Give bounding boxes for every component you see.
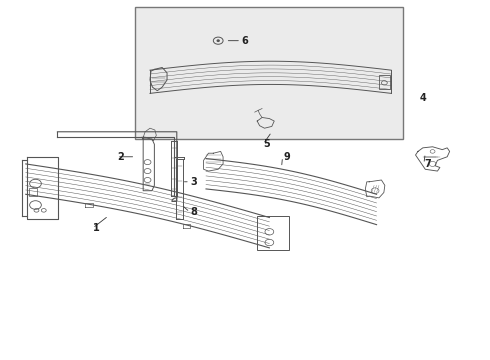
Bar	[29, 188, 37, 196]
Text: 1: 1	[93, 223, 100, 233]
Text: 7: 7	[424, 159, 431, 169]
Text: 5: 5	[264, 139, 270, 149]
Text: 6: 6	[242, 36, 248, 46]
Text: 4: 4	[419, 93, 426, 103]
Text: 9: 9	[283, 152, 290, 162]
Text: 2: 2	[118, 152, 124, 162]
Bar	[257, 216, 289, 249]
Bar	[135, 7, 403, 139]
Text: 8: 8	[191, 207, 197, 217]
Bar	[379, 75, 390, 89]
Text: 3: 3	[191, 177, 197, 187]
Circle shape	[217, 40, 219, 41]
